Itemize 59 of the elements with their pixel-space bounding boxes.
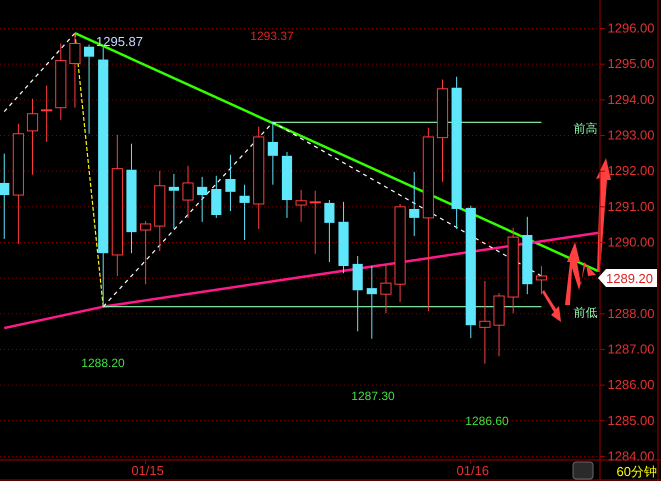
- y-tick-label: 1286.00: [608, 377, 654, 392]
- annotation: 1293.37: [250, 29, 294, 43]
- annotation: 1288.20: [81, 356, 126, 370]
- candlestick: [126, 143, 137, 254]
- candlestick: [366, 266, 377, 340]
- text: 1289.20: [606, 271, 653, 286]
- candlestick: [154, 170, 166, 252]
- candlestick: [12, 123, 24, 244]
- y-tick-label: 1288.00: [608, 306, 654, 321]
- candlestick: [310, 190, 321, 254]
- candlestick: [26, 98, 38, 176]
- candlestick: [225, 154, 236, 212]
- annotation: 1295.87: [96, 34, 143, 49]
- y-tick-label: 1284.00: [608, 448, 654, 464]
- candlestick: [98, 46, 108, 308]
- candlestick: [253, 126, 264, 230]
- text: 60分钟: [616, 464, 657, 479]
- candlestick: [536, 266, 548, 295]
- candlestick: [394, 203, 406, 303]
- candlestick: [168, 174, 179, 230]
- candlestick: [409, 171, 420, 237]
- y-tick-label: 1294.00: [608, 92, 654, 107]
- candlestick: [140, 220, 152, 285]
- candlestick: [338, 201, 349, 274]
- y-tick-label: 1290.00: [608, 234, 654, 250]
- candlestick: [479, 280, 490, 364]
- candlestick: [197, 176, 208, 222]
- candlestick: [324, 200, 334, 263]
- candlestick: [422, 127, 434, 312]
- candlestick: [436, 79, 448, 182]
- candlestick: [522, 216, 532, 295]
- x-tick-label: 01/15: [131, 463, 164, 478]
- candlestick: [41, 85, 52, 142]
- candlestick: [268, 122, 278, 186]
- y-tick-label: 1293.00: [608, 128, 654, 143]
- y-tick-label: 1287.00: [608, 341, 654, 356]
- candlestick: [452, 76, 462, 230]
- y-tick-label: 1295.00: [608, 56, 654, 72]
- candlestick: [211, 175, 222, 218]
- candlestick: [69, 32, 81, 108]
- candlestick: [282, 151, 292, 218]
- candlestick: [493, 292, 505, 357]
- y-tick-label: 1285.00: [608, 412, 654, 428]
- candlestick: [380, 264, 392, 314]
- candlestick: [55, 43, 66, 120]
- candlestick: [239, 184, 250, 240]
- candlestick: [296, 190, 307, 222]
- text: 前低: [573, 306, 598, 320]
- x-tick-label: 01/16: [456, 463, 490, 478]
- y-tick-label: 1292.00: [608, 163, 654, 178]
- candlestick: [112, 134, 123, 276]
- y-tick-label: 1296.00: [608, 20, 654, 36]
- y-tick-label: 1291.00: [608, 198, 654, 214]
- candlestick: [182, 165, 194, 218]
- candlestick: [508, 227, 519, 314]
- annotation: 1286.60: [465, 414, 510, 428]
- annotation: 1287.30: [351, 389, 396, 403]
- candlestick: [352, 256, 363, 332]
- text: 前高: [573, 121, 598, 136]
